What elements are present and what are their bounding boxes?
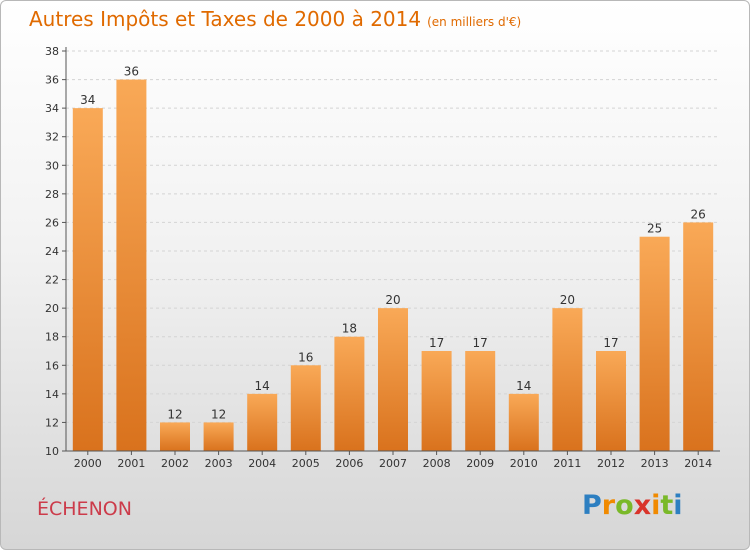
y-tick-label: 34 [45, 102, 59, 115]
y-tick-label: 22 [45, 274, 59, 287]
bar [508, 393, 539, 451]
proxiti-logo: Proxiti [582, 490, 683, 521]
y-tick-label: 16 [45, 359, 59, 372]
data-label: 20 [385, 293, 400, 307]
data-label: 12 [167, 407, 182, 421]
x-tick-label: 2001 [117, 457, 145, 470]
chart-unit-note: (en milliers d'€) [427, 15, 522, 29]
bar [72, 108, 103, 452]
x-tick-label: 2002 [161, 457, 189, 470]
data-label: 34 [80, 93, 95, 107]
y-tick-label: 36 [45, 74, 59, 87]
bar [639, 236, 670, 451]
x-tick-label: 2003 [205, 457, 233, 470]
x-tick-label: 2005 [292, 457, 320, 470]
bar [465, 351, 496, 451]
x-tick-label: 2010 [510, 457, 538, 470]
x-tick-label: 2009 [466, 457, 494, 470]
bar [334, 336, 365, 451]
y-tick-label: 12 [45, 416, 59, 429]
data-label: 12 [211, 407, 226, 421]
x-tick-label: 2014 [684, 457, 712, 470]
y-tick-label: 28 [45, 188, 59, 201]
x-tick-label: 2011 [553, 457, 581, 470]
data-label: 17 [473, 336, 488, 350]
data-label: 14 [255, 379, 270, 393]
x-tick-label: 2012 [597, 457, 625, 470]
bar [552, 308, 583, 451]
data-label: 14 [516, 379, 531, 393]
y-tick-label: 14 [45, 388, 59, 401]
bar [290, 365, 321, 451]
x-tick-label: 2000 [74, 457, 102, 470]
data-label: 17 [603, 336, 618, 350]
bar [160, 422, 190, 451]
logo-letter: i [673, 490, 683, 521]
x-tick-label: 2008 [423, 457, 451, 470]
data-label: 25 [647, 222, 662, 236]
bar [596, 351, 626, 451]
y-tick-label: 32 [45, 131, 59, 144]
bar [116, 79, 147, 452]
x-tick-label: 2006 [335, 457, 363, 470]
bar [247, 393, 278, 451]
y-tick-label: 30 [45, 159, 59, 172]
bar [378, 308, 408, 451]
y-tick-label: 10 [45, 445, 59, 458]
data-label: 16 [298, 350, 313, 364]
y-tick-label: 24 [45, 245, 59, 258]
logo-letter: i [651, 490, 661, 521]
chart-title-text: Autres Impôts et Taxes de 2000 à 2014 [29, 7, 422, 31]
chart-title: Autres Impôts et Taxes de 2000 à 2014 (en… [29, 7, 521, 31]
y-tick-label: 38 [45, 45, 59, 58]
data-label: 36 [124, 65, 139, 79]
bar [421, 351, 452, 451]
data-label: 17 [429, 336, 444, 350]
logo-letter: x [633, 490, 652, 521]
x-tick-label: 2007 [379, 457, 407, 470]
y-tick-label: 18 [45, 331, 59, 344]
logo-letter: t [660, 490, 674, 521]
commune-name: ÉCHENON [37, 498, 132, 520]
data-label: 26 [691, 207, 706, 221]
logo-letter: o [615, 490, 634, 521]
logo-letter: r [601, 490, 616, 521]
bar [203, 422, 234, 451]
logo-letter: P [582, 490, 602, 521]
x-tick-label: 2004 [248, 457, 276, 470]
y-tick-label: 20 [45, 302, 59, 315]
x-tick-label: 2013 [641, 457, 669, 470]
data-label: 18 [342, 322, 357, 336]
data-label: 20 [560, 293, 575, 307]
bar [683, 222, 714, 451]
y-tick-label: 26 [45, 216, 59, 229]
